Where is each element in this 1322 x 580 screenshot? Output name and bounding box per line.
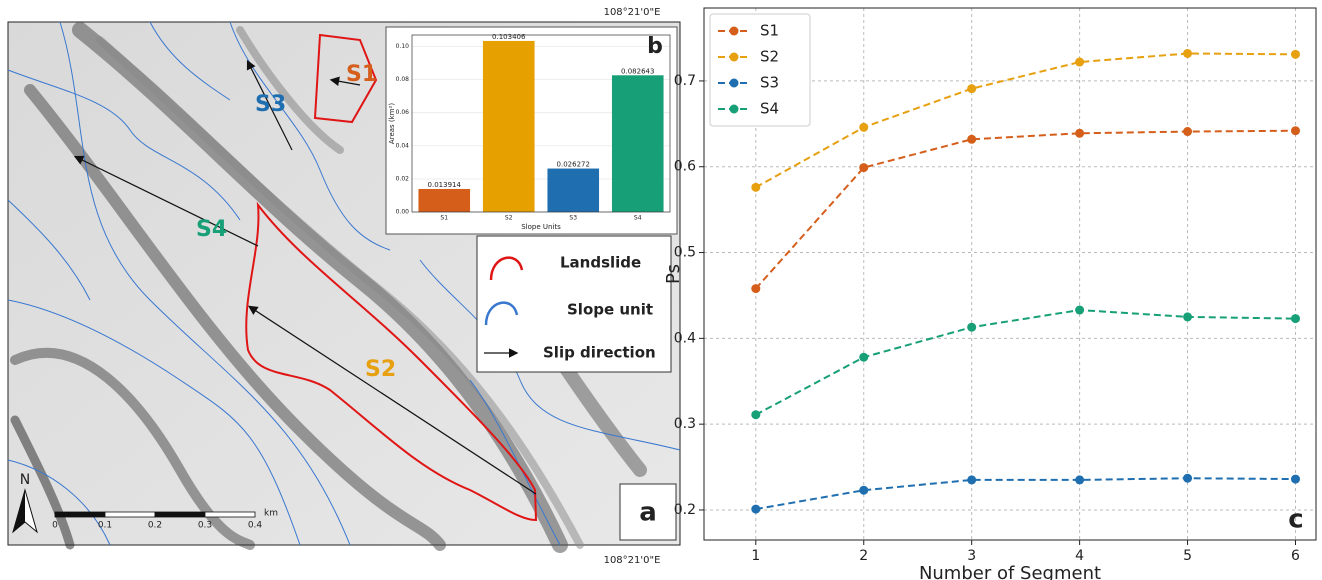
- legend-label: Slip direction: [543, 344, 656, 362]
- scale-unit: km: [264, 509, 278, 519]
- figure: S1 S2 S3 S4 Landslide Slope unit Slip di…: [0, 0, 1322, 580]
- point: [1291, 50, 1300, 59]
- y-axis-label: Areas (km²): [388, 103, 396, 144]
- point: [859, 486, 868, 495]
- legend-label: S3: [760, 74, 779, 92]
- x-tick-label: 5: [1183, 548, 1192, 564]
- scale-label: 0.1: [98, 521, 112, 531]
- y-tick-label: 0.3: [674, 416, 696, 432]
- map-label: S2: [365, 357, 396, 382]
- point: [859, 353, 868, 362]
- legend-swatch: [730, 79, 739, 88]
- point: [967, 84, 976, 93]
- panel-label: b: [647, 34, 663, 59]
- point: [1183, 49, 1192, 58]
- y-tick-label: 0.4: [674, 330, 696, 346]
- x-axis-label: Slope Units: [521, 223, 561, 231]
- value-label: 0.026272: [557, 161, 590, 169]
- point: [1075, 306, 1084, 315]
- point: [1291, 314, 1300, 323]
- point: [859, 163, 868, 172]
- legend-swatch: [730, 53, 739, 62]
- y-tick-label: 0.04: [396, 142, 410, 149]
- point: [751, 410, 760, 419]
- x-tick-label: 3: [967, 548, 976, 564]
- scale-segment: [105, 512, 155, 517]
- point: [751, 183, 760, 192]
- y-tick-label: 0.5: [674, 245, 696, 261]
- series-line: [756, 478, 1296, 509]
- point: [1075, 129, 1084, 138]
- panel-label: a: [639, 498, 657, 528]
- legend-swatch: [730, 27, 739, 36]
- y-tick-label: 0.2: [674, 502, 696, 518]
- y-tick-label: 0.6: [674, 159, 696, 175]
- x-tick-label: S4: [634, 215, 642, 222]
- legend-label: Landslide: [560, 254, 641, 272]
- bar: [418, 189, 470, 212]
- scale-label: 0.3: [198, 521, 212, 531]
- x-axis-label: Number of Segment: [919, 563, 1101, 580]
- coordinate: 108°21'0"E: [604, 555, 661, 566]
- coordinate: 108°21'0"E: [604, 7, 661, 18]
- point: [1075, 475, 1084, 484]
- point: [1183, 474, 1192, 483]
- value-label: 0.013914: [428, 181, 462, 189]
- y-axis-label: Ps: [663, 264, 684, 284]
- point: [967, 475, 976, 484]
- point: [967, 323, 976, 332]
- x-tick-label: S1: [440, 215, 448, 222]
- map-label: S4: [196, 217, 227, 242]
- bar: [612, 75, 664, 212]
- value-label: 0.103406: [492, 33, 526, 41]
- scale-label: 0.2: [148, 521, 162, 531]
- value-label: 0.082643: [621, 67, 654, 75]
- scale-label: 0.4: [248, 521, 263, 531]
- x-tick-label: 6: [1291, 548, 1300, 564]
- y-tick-label: 0.02: [396, 175, 410, 182]
- x-tick-label: 4: [1075, 548, 1084, 564]
- map-label: S3: [255, 92, 286, 117]
- y-tick-label: 0.06: [396, 109, 410, 116]
- panel-label: c: [1288, 505, 1303, 535]
- legend-label: Slope unit: [567, 301, 653, 319]
- point: [1291, 126, 1300, 135]
- point: [751, 284, 760, 293]
- scale-segment: [55, 512, 105, 517]
- legend-swatch: [730, 105, 739, 114]
- point: [1075, 58, 1084, 67]
- series-line: [756, 53, 1296, 187]
- series-line: [756, 131, 1296, 289]
- bar: [547, 169, 599, 212]
- map-panel: S1 S2 S3 S4 Landslide Slope unit Slip di…: [8, 7, 680, 566]
- north-label: N: [20, 472, 30, 488]
- y-tick-label: 0.00: [396, 209, 410, 216]
- y-tick-label: 0.08: [396, 76, 410, 83]
- point: [1183, 127, 1192, 136]
- y-tick-label: 0.7: [674, 73, 696, 89]
- map-label: S1: [346, 62, 377, 87]
- x-tick-label: S2: [505, 215, 513, 222]
- series-line: [756, 310, 1296, 415]
- point: [967, 135, 976, 144]
- x-tick-label: 1: [751, 548, 760, 564]
- scale-segment: [155, 512, 205, 517]
- x-tick-label: S3: [569, 215, 577, 222]
- point: [1291, 475, 1300, 484]
- legend-label: S1: [760, 22, 779, 40]
- scale-segment: [205, 512, 255, 517]
- scale-label: 0: [52, 521, 58, 531]
- bar: [483, 41, 535, 212]
- point: [751, 505, 760, 514]
- y-tick-label: 0.10: [396, 43, 410, 50]
- legend-label: S2: [760, 48, 779, 66]
- x-tick-label: 2: [859, 548, 868, 564]
- point: [859, 123, 868, 132]
- point: [1183, 312, 1192, 321]
- legend-label: S4: [760, 100, 779, 118]
